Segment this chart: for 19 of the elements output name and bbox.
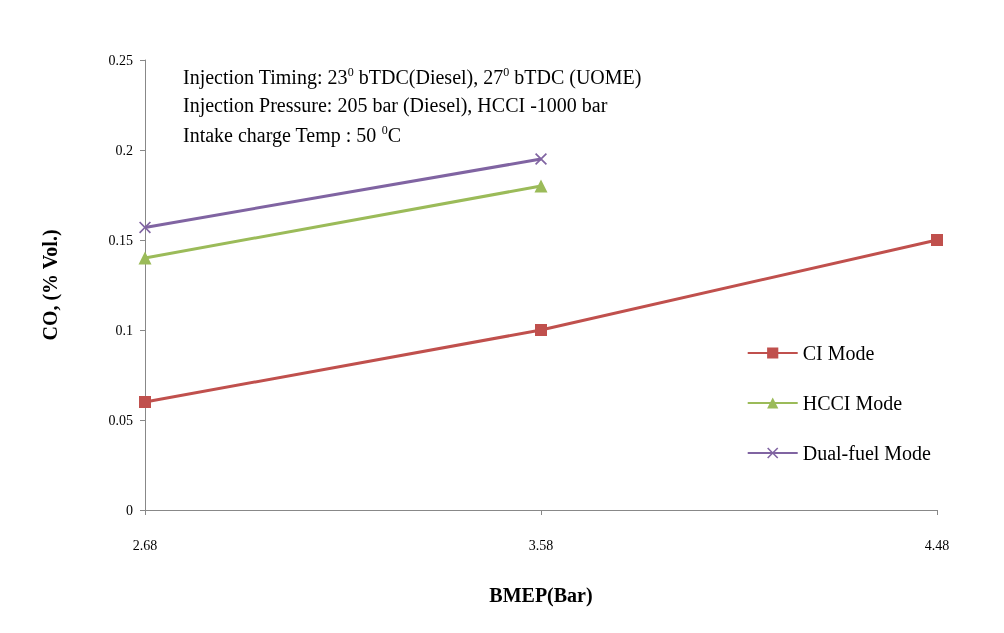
y-tick-label: 0.25	[108, 52, 133, 68]
y-tick-label: 0.05	[108, 412, 133, 428]
y-tick-label: 0.1	[115, 322, 133, 338]
y-axis-title: CO, (% Vol.)	[39, 229, 62, 341]
x-tick-label: 4.48	[924, 537, 950, 553]
y-tick-label: 0.15	[108, 232, 133, 248]
point	[535, 153, 547, 165]
x-axis-title: BMEP(Bar)	[489, 584, 593, 607]
legend-label: Dual-fuel Mode	[802, 442, 932, 464]
x-tick-label: 2.68	[132, 537, 158, 553]
point	[931, 234, 943, 246]
legend-label: CI Mode	[802, 342, 875, 364]
point	[535, 324, 547, 336]
point	[139, 396, 151, 408]
x-tick-label: 3.58	[528, 537, 554, 553]
annotation: Injection Pressure: 205 bar (Diesel), HCCI -1000 bar	[183, 94, 608, 117]
y-tick-label: 0	[126, 502, 133, 518]
legend-label: HCCI Mode	[802, 392, 903, 414]
y-tick-label: 0.2	[115, 142, 133, 158]
